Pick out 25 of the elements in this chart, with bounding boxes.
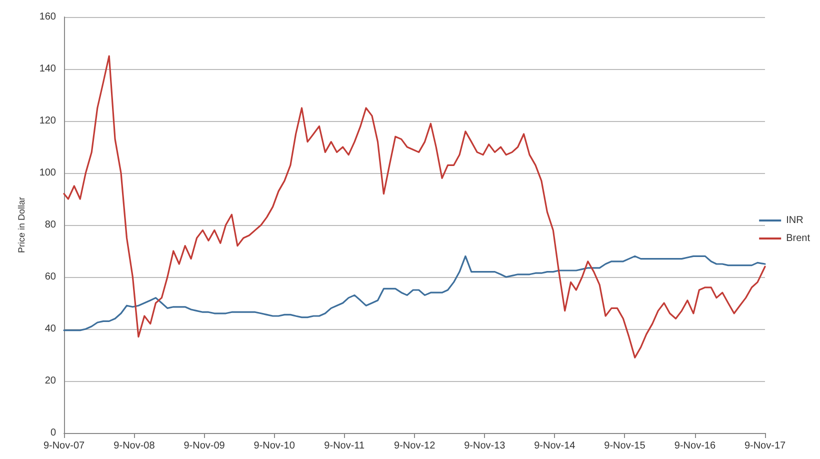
legend-label: Brent bbox=[786, 233, 810, 244]
line-series bbox=[63, 255, 766, 332]
x-tick-label: 9-Nov-12 bbox=[394, 440, 436, 452]
x-tick-label: 9-Nov-16 bbox=[674, 440, 716, 452]
y-tick-label: 80 bbox=[44, 220, 56, 230]
y-tick-label: 40 bbox=[44, 324, 56, 334]
legend-label: INR bbox=[786, 215, 804, 226]
x-tick-label: 9-Nov-13 bbox=[464, 440, 506, 452]
line-series bbox=[63, 55, 766, 358]
y-tick-label: 120 bbox=[39, 116, 56, 126]
x-tick-label: 9-Nov-09 bbox=[184, 440, 226, 452]
x-tick-label: 9-Nov-11 bbox=[324, 440, 365, 452]
y-tick-label: 0 bbox=[50, 428, 56, 438]
x-tick-label: 9-Nov-07 bbox=[43, 440, 85, 452]
y-tick-label: 60 bbox=[44, 272, 56, 282]
x-tick-label: 9-Nov-10 bbox=[254, 440, 296, 452]
y-tick-label: 140 bbox=[39, 64, 56, 74]
y-tick-label: 20 bbox=[44, 376, 56, 386]
y-axis-title: Price in Dollar bbox=[16, 196, 26, 254]
y-tick-label: 100 bbox=[39, 168, 56, 178]
x-tick-label: 9-Nov-08 bbox=[114, 440, 156, 452]
x-tick-label: 9-Nov-15 bbox=[604, 440, 646, 452]
x-tick-label: 9-Nov-17 bbox=[744, 440, 786, 452]
y-tick-label: 160 bbox=[39, 12, 56, 22]
x-tick-label: 9-Nov-14 bbox=[534, 440, 576, 452]
